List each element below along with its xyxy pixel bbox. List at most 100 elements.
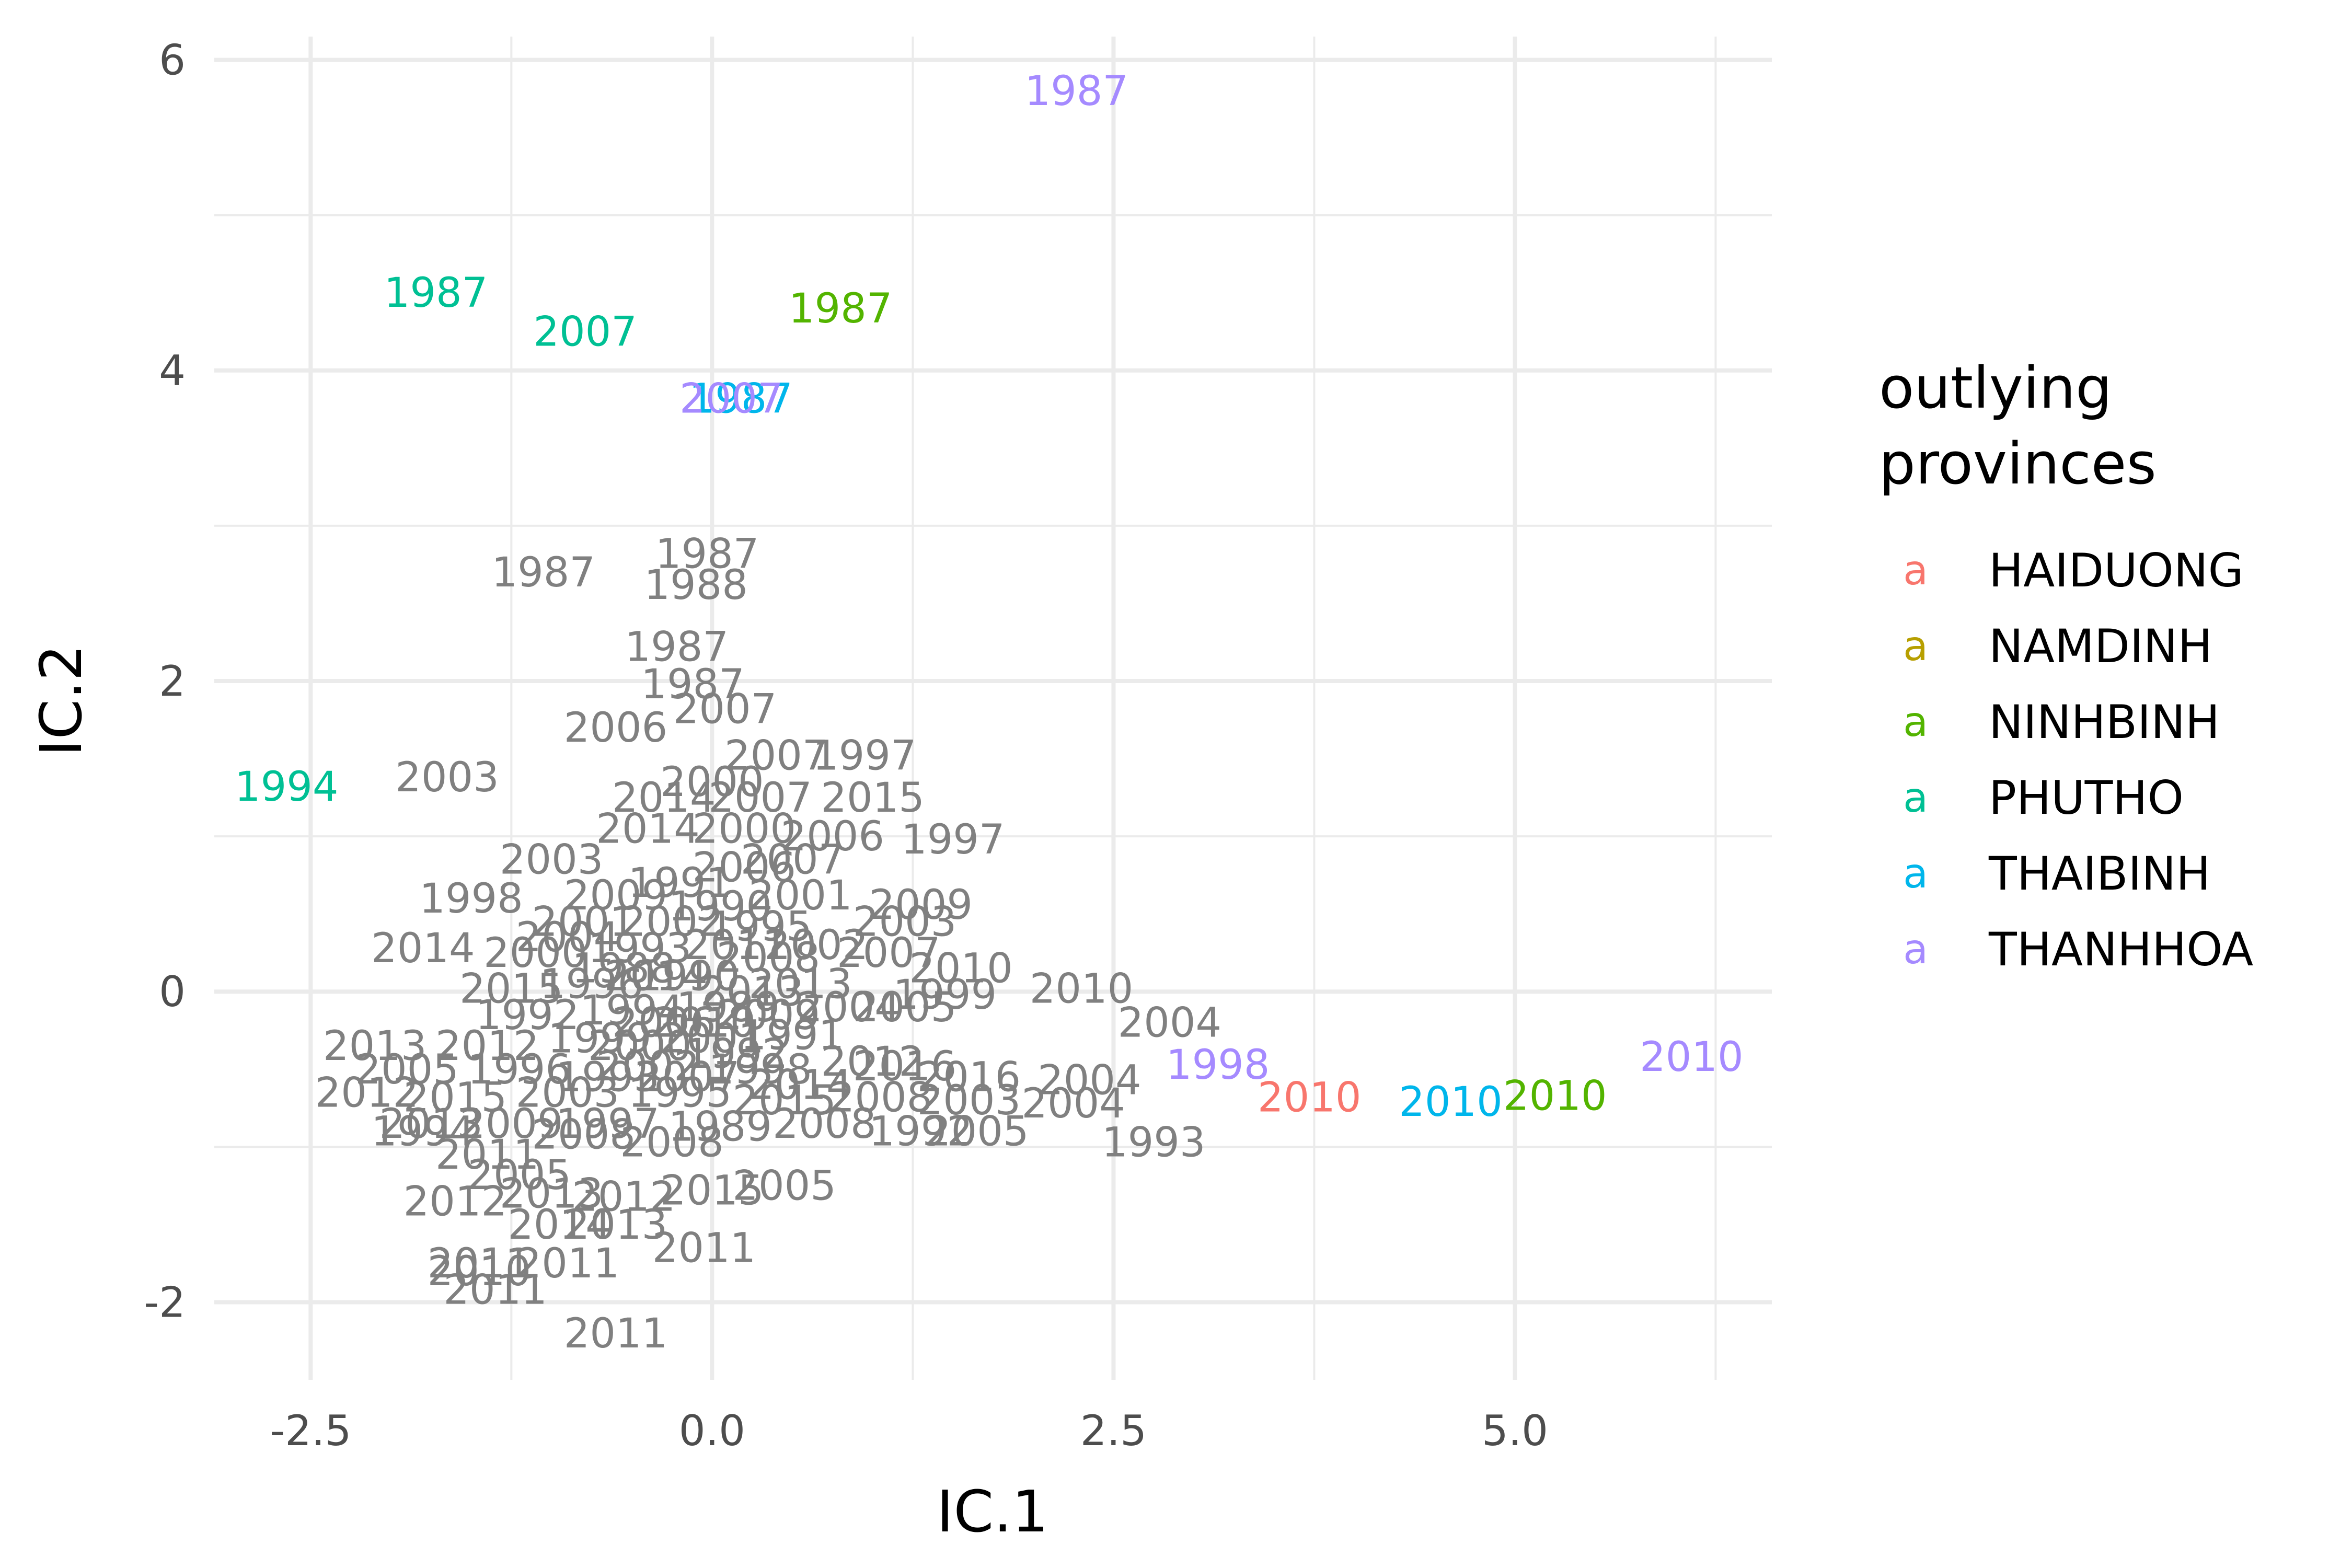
point-label: 2003 — [853, 899, 957, 946]
point-label: 2006 — [693, 845, 797, 892]
y-tick-label: -2 — [144, 1278, 186, 1327]
point-label: 2004 — [1021, 1080, 1125, 1127]
point-label: 2000 — [660, 759, 764, 806]
point-label: 2000 — [588, 1023, 692, 1070]
point-label: 2012 — [435, 1023, 539, 1070]
point-label: 2008 — [532, 1112, 636, 1159]
point-label: 1987 — [655, 531, 759, 578]
x-tick-label: -2.5 — [270, 1406, 351, 1455]
legend-entry-label: NINHBINH — [1989, 695, 2220, 749]
outlying-point-label: 2010 — [1503, 1073, 1607, 1120]
point-label: 2013 — [500, 1170, 604, 1217]
point-label: 2009 — [459, 1101, 563, 1148]
outlying-point-label: 1998 — [1166, 1042, 1270, 1089]
point-label: 2011 — [564, 1310, 668, 1357]
point-label: 2015 — [459, 965, 563, 1012]
point-label: 1993 — [588, 925, 692, 972]
point-label: 2011 — [428, 1240, 532, 1287]
point-label: 2007 — [837, 930, 941, 977]
point-label: 2004 — [1037, 1057, 1142, 1104]
x-tick-label: 0.0 — [679, 1406, 745, 1455]
point-label: 2007 — [741, 837, 845, 884]
point-label: 2002 — [620, 899, 724, 946]
x-tick-label: 5.0 — [1482, 1406, 1548, 1455]
outlying-point-label: 1987 — [1024, 68, 1128, 115]
point-label: 2008 — [620, 1119, 724, 1166]
outlying-point-label: 1987 — [689, 375, 793, 422]
legend-entries: a HAIDUONG a NAMDINH a NINHBINH a PHUTHO a THAIBI… — [1903, 544, 2253, 976]
y-tick-label: 0 — [159, 967, 186, 1016]
outlying-point-label: 2010 — [1640, 1034, 1744, 1081]
point-label: 2014 — [604, 953, 708, 1000]
point-label: 1992 — [684, 1031, 788, 1078]
point-label: 1992 — [869, 1109, 973, 1156]
outlying-point-label: 2007 — [533, 309, 637, 356]
point-label: 2010 — [909, 946, 1013, 993]
legend: outlying provinces a HAIDUONG a NAMDINH a NIN… — [1879, 354, 2253, 976]
point-label: 2001 — [532, 899, 636, 946]
point-label: 1991 — [628, 860, 732, 907]
legend-entry-label: PHUTHO — [1989, 771, 2184, 825]
y-axis-title: IC.2 — [28, 644, 95, 756]
x-axis-title: IC.1 — [937, 1478, 1048, 1545]
axis-ticks: -2.5 0.0 2.5 5.0 -2 0 2 4 6 — [144, 36, 1548, 1455]
point-label: 1987 — [641, 661, 745, 708]
outlying-point-label: 2007 — [679, 375, 783, 422]
point-label: 2005 — [853, 984, 957, 1031]
point-label: 2010 — [652, 1000, 756, 1047]
point-label: 1998 — [708, 1046, 812, 1093]
point-label: 2006 — [612, 1000, 716, 1047]
point-label: 2011 — [516, 1240, 620, 1287]
point-label: 2007 — [724, 733, 828, 780]
point-label: 2008 — [829, 1074, 933, 1121]
point-label: 2003 — [395, 754, 499, 801]
point-label: 2013 — [564, 1202, 668, 1249]
point-label: 2013 — [323, 1023, 427, 1070]
point-label: 2011 — [435, 1132, 539, 1179]
point-label: 2008 — [717, 935, 821, 982]
point-label: 2001 — [748, 872, 852, 919]
point-label: 1997 — [901, 816, 1005, 863]
legend-entry-label: THANHHOA — [1988, 923, 2253, 976]
point-label: 1999 — [548, 1015, 652, 1062]
point-label: 2015 — [403, 1074, 508, 1121]
legend-entry-label: NAMDINH — [1989, 619, 2212, 673]
point-label: 2012 — [315, 1069, 419, 1116]
point-label: 2014 — [508, 1202, 612, 1249]
y-tick-label: 4 — [159, 347, 186, 395]
point-label: 2000 — [693, 805, 797, 852]
legend-title-line-2: provinces — [1879, 430, 2157, 497]
point-label: 2005 — [467, 1152, 571, 1199]
point-label: 1989 — [668, 1104, 772, 1151]
point-label: 2014 — [612, 775, 716, 822]
legend-key-glyph: a — [1903, 850, 1928, 897]
point-label: 2015 — [660, 1168, 764, 1215]
y-tick-label: 6 — [159, 36, 186, 85]
point-label: 1988 — [644, 562, 748, 609]
point-label: 2011 — [652, 1225, 756, 1272]
point-label: 2005 — [732, 1163, 836, 1210]
point-label: 2003 — [917, 1077, 1021, 1124]
point-label: 2013 — [700, 969, 804, 1016]
point-label: 1988 — [572, 946, 676, 993]
point-label: 2009 — [564, 872, 668, 919]
x-tick-label: 2.5 — [1080, 1406, 1147, 1455]
point-label: 1991 — [741, 1012, 845, 1059]
point-label: 2015 — [732, 1077, 836, 1124]
point-label: 2011 — [684, 922, 788, 969]
point-label: 2012 — [821, 1039, 925, 1086]
legend-title-line-1: outlying — [1879, 354, 2112, 421]
point-label: 2010 — [1030, 965, 1134, 1012]
point-label: 2005 — [355, 1046, 459, 1093]
point-label: 2014 — [596, 805, 700, 852]
point-label: 2013 — [379, 1101, 483, 1148]
point-label: 2003 — [516, 1069, 620, 1116]
legend-key-glyph: a — [1903, 926, 1928, 973]
point-label: 1997 — [556, 1101, 660, 1148]
legend-key-glyph: a — [1903, 623, 1928, 670]
point-label: 2007 — [673, 686, 777, 733]
outlying-point-label: 2010 — [1399, 1079, 1503, 1126]
